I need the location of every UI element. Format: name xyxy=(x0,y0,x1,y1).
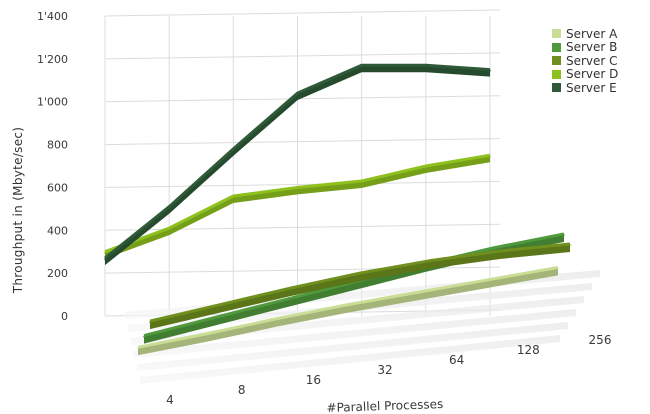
data-point xyxy=(207,333,209,336)
y-tick-label: 200 xyxy=(47,267,68,280)
legend-label: Server A xyxy=(566,26,618,41)
data-point xyxy=(168,206,170,209)
legend-swatch xyxy=(552,29,561,39)
data-point xyxy=(417,292,419,295)
y-tick-label: 400 xyxy=(47,224,68,237)
series-ribbon-server-d xyxy=(105,155,490,259)
floor-strip xyxy=(140,335,560,384)
data-point xyxy=(569,244,571,246)
legend-item: Server C xyxy=(552,54,618,68)
x-axis-ticks: 4 8 16 32 64 128 256 xyxy=(166,333,611,407)
series-ribbon-server-c xyxy=(150,244,570,330)
data-point xyxy=(296,93,299,95)
legend-label: Server E xyxy=(566,80,617,95)
y-tick-label: 1'200 xyxy=(37,53,68,66)
x-tick-label: 256 xyxy=(589,333,612,347)
data-point xyxy=(168,228,170,230)
chart-series xyxy=(104,63,571,356)
data-point xyxy=(429,260,431,263)
data-point xyxy=(499,251,501,253)
x-tick-label: 64 xyxy=(449,353,464,367)
data-point xyxy=(232,196,235,198)
chart-legend: Server A Server B Server C Server D Server E xyxy=(552,27,618,95)
series-ribbon-server-a xyxy=(138,267,558,356)
legend-label: Server B xyxy=(566,40,618,55)
data-point xyxy=(347,304,349,307)
series-line-server-a xyxy=(137,265,559,349)
legend-item: Server B xyxy=(552,40,618,55)
legend-swatch xyxy=(552,42,561,52)
x-tick-label: 4 xyxy=(166,393,174,407)
legend-label: Server C xyxy=(566,53,618,68)
legend-label: Server D xyxy=(566,67,619,82)
x-axis-label: #Parallel Processes xyxy=(326,397,443,414)
data-point xyxy=(149,321,151,323)
grid-line-h xyxy=(104,138,501,146)
legend-item: Server D xyxy=(552,67,619,82)
data-point xyxy=(104,258,106,260)
legend-swatch xyxy=(552,83,561,93)
floor-strip xyxy=(134,309,576,358)
data-point xyxy=(219,304,221,307)
data-point xyxy=(296,187,299,190)
data-point xyxy=(360,181,363,183)
data-point xyxy=(425,65,427,68)
data-point xyxy=(277,318,279,321)
y-axis-label: Throughput in (Mbyte/sec) xyxy=(11,127,25,295)
legend-item: Server A xyxy=(552,27,618,41)
floor-strip xyxy=(137,322,568,371)
grid-line-h xyxy=(104,9,501,17)
series-line-server-c xyxy=(149,242,571,323)
data-point xyxy=(232,149,235,151)
x-tick-label: 32 xyxy=(377,363,392,377)
series-line-server-e xyxy=(104,63,491,260)
data-point xyxy=(104,251,106,254)
data-point xyxy=(493,247,495,250)
data-point xyxy=(489,155,491,158)
data-point xyxy=(353,282,355,284)
data-point xyxy=(563,234,565,236)
series-line-server-d xyxy=(104,153,491,254)
y-tick-label: 600 xyxy=(47,181,68,194)
y-tick-label: 1'400 xyxy=(37,10,68,23)
grid-line-h xyxy=(104,95,501,103)
grid-line-h xyxy=(104,52,501,60)
data-point xyxy=(425,166,427,168)
y-axis-ticks: 0 200 400 600 800 1'000 1'200 1'400 xyxy=(37,10,68,323)
y-tick-label: 800 xyxy=(47,139,68,152)
y-tick-label: 0 xyxy=(61,310,68,323)
data-point xyxy=(359,273,361,275)
legend-item: Server E xyxy=(552,81,618,95)
grid-line-h xyxy=(104,180,501,188)
x-tick-label: 16 xyxy=(306,373,321,387)
data-point xyxy=(289,288,291,290)
data-point xyxy=(143,335,145,338)
data-point xyxy=(283,300,285,302)
data-point xyxy=(489,69,491,72)
data-point xyxy=(213,317,215,320)
data-point xyxy=(137,347,139,350)
legend-swatch xyxy=(552,56,561,66)
x-tick-label: 128 xyxy=(517,343,540,357)
data-point xyxy=(360,65,363,68)
y-tick-label: 1'000 xyxy=(37,96,68,109)
data-point xyxy=(557,267,559,270)
x-tick-label: 8 xyxy=(238,383,246,397)
legend-swatch xyxy=(552,69,561,79)
data-point xyxy=(487,280,489,282)
